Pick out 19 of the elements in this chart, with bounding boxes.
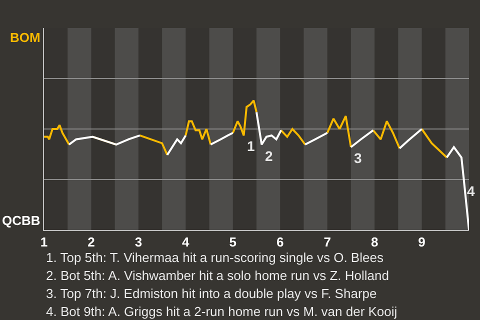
text: 4. Bot 9th: A. Griggs hit a 2-run home run vs M. van der Kooij (46, 304, 398, 319)
x-tick-label: 5 (229, 234, 237, 250)
x-tick-label: 2 (88, 234, 95, 250)
x-tick-label: 7 (324, 234, 331, 250)
text: QCBB (2, 213, 40, 228)
x-tick-label: 4 (182, 234, 190, 250)
x-tick-label: 8 (370, 234, 378, 250)
annotation: 4 (467, 183, 475, 199)
x-tick-label: 9 (418, 234, 426, 250)
annotation: 2 (265, 148, 273, 164)
x-tick-label: 6 (276, 234, 284, 250)
x-tick-label: 3 (134, 234, 142, 250)
annotation: 1 (247, 138, 255, 154)
annotation: 3 (354, 150, 362, 166)
text: 1. Top 5th: T. Vihermaa hit a run-scoring single vs O. Blees (46, 250, 384, 265)
text: 2. Bot 5th: A. Vishwamber hit a solo home run vs Z. Holland (46, 268, 389, 283)
text: BOM (10, 30, 40, 45)
x-tick-label: 1 (40, 234, 48, 250)
text: 3. Top 7th: J. Edmiston hit into a double play vs F. Sharpe (46, 286, 377, 301)
